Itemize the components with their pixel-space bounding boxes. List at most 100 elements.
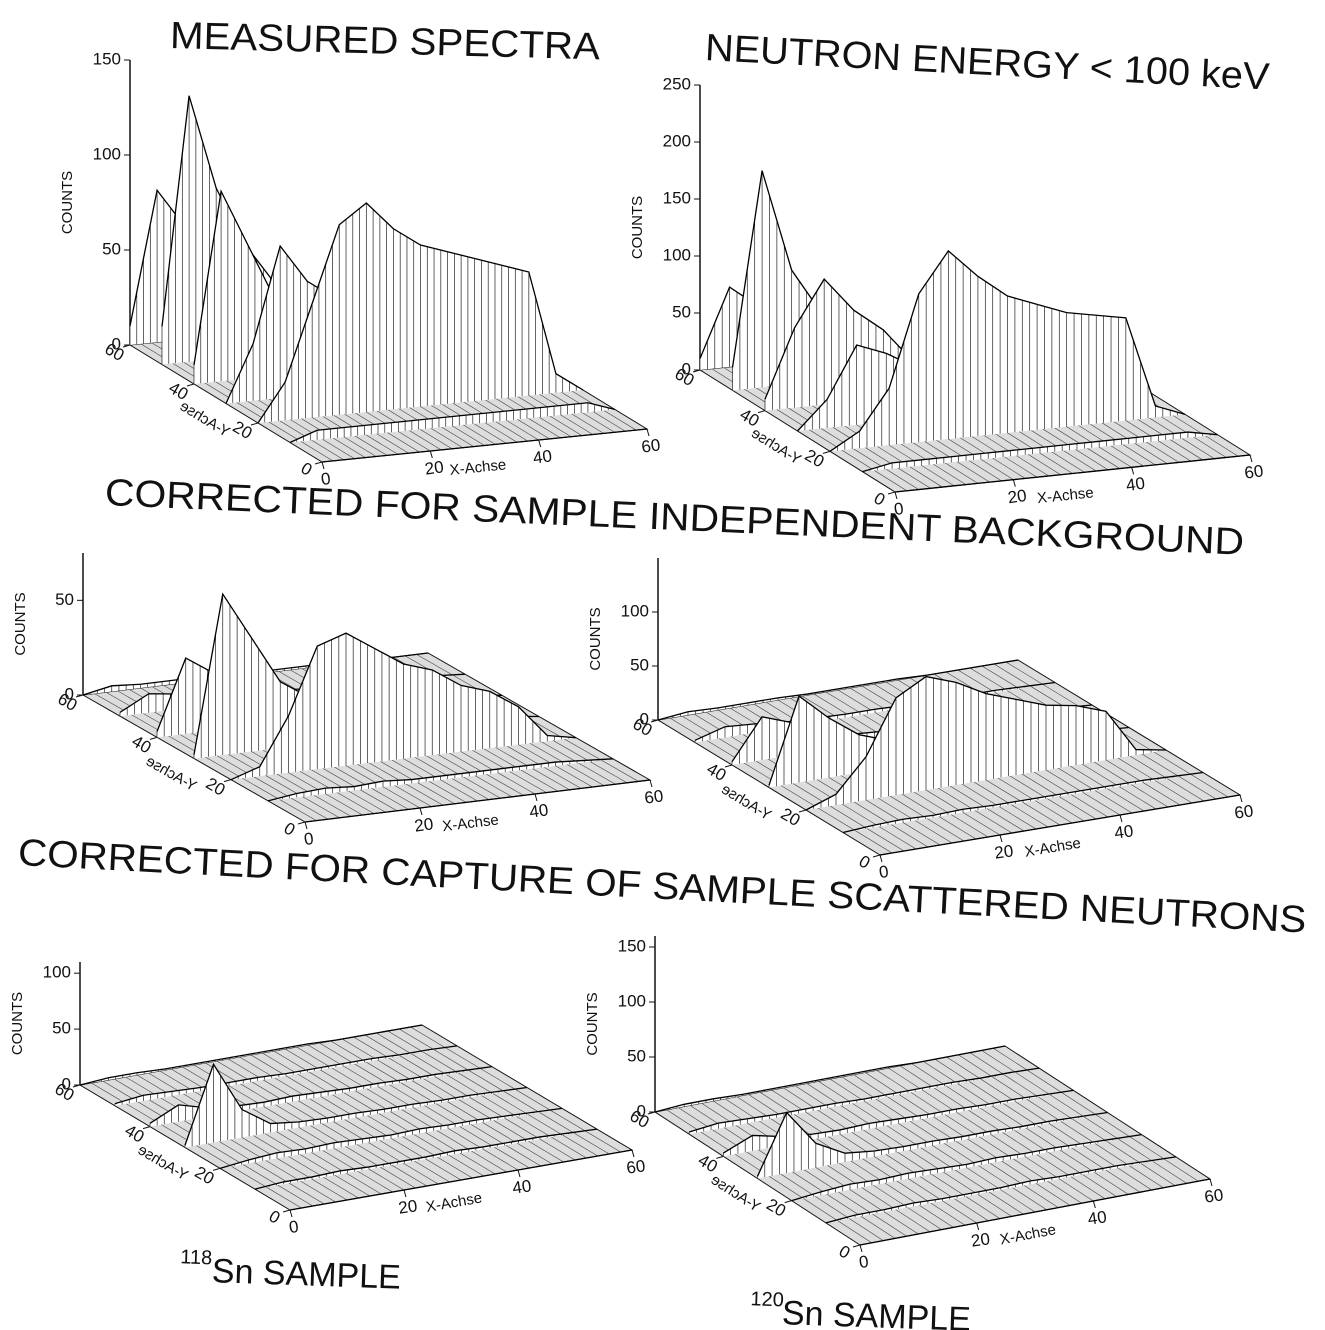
surface-row (257, 202, 584, 424)
x-tick (321, 461, 325, 470)
x-tick (646, 428, 650, 437)
surface-row (657, 659, 1019, 721)
x-axis-label: X-Achse (1023, 835, 1082, 861)
x-tick (631, 1149, 635, 1158)
z-tick-label: 0 (65, 684, 74, 703)
y-tick (692, 369, 701, 373)
x-axis-label: X-Achse (425, 1189, 484, 1216)
x-tick-label: 60 (643, 786, 664, 807)
surface-row (862, 431, 1218, 473)
y-tick-label: 60 (102, 339, 128, 365)
y-tick (716, 1155, 724, 1159)
z-tick-label: 200 (663, 131, 691, 150)
base-hatch (239, 1056, 450, 1183)
z-tick-label: 100 (43, 963, 71, 982)
y-tick-label: 20 (230, 417, 256, 443)
x-tick-label: 60 (625, 1156, 646, 1177)
mass-number: 118 (180, 1246, 213, 1269)
x-tick (1239, 794, 1243, 803)
y-axis-label: Y-Achse (143, 753, 199, 795)
surface-panel: 050100150200250COUNTS0204060X-Achse02040… (629, 74, 1265, 519)
y-tick (872, 854, 881, 858)
y-tick-label: 20 (778, 804, 804, 830)
z-tick-label: 150 (93, 49, 121, 68)
x-tick-label: 0 (303, 829, 315, 849)
y-tick (822, 450, 831, 454)
x-tick (1092, 1200, 1096, 1209)
x-tick (976, 1222, 980, 1231)
x-tick (894, 491, 898, 500)
x-tick (517, 1169, 521, 1178)
y-tick (757, 410, 766, 414)
x-axis-label: X-Achse (449, 456, 507, 479)
surface-row (254, 1128, 598, 1190)
base-hatch (864, 1072, 1071, 1206)
x-tick (534, 793, 538, 802)
y-axis-label: Y-Achse (708, 1171, 764, 1215)
y-tick (314, 461, 323, 465)
y-tick-label: 60 (627, 1106, 653, 1132)
x-tick (649, 779, 653, 788)
z-axis-label: COUNTS (629, 196, 646, 259)
surface-row (859, 1178, 1211, 1246)
y-tick (647, 1111, 656, 1115)
y-tick (122, 344, 131, 348)
x-tick-label: 0 (893, 499, 905, 519)
base-hatch (748, 1094, 954, 1228)
mass-number: 120 (750, 1288, 784, 1311)
base-hatch (342, 1038, 553, 1165)
base-hatch (783, 1087, 989, 1222)
y-axis-label: Y-Achse (718, 781, 774, 824)
x-tick-label: 20 (424, 457, 445, 478)
x-axis-label: X-Achse (441, 811, 499, 835)
z-tick-label: 100 (618, 991, 646, 1010)
x-tick-label: 40 (511, 1176, 532, 1197)
y-tick (282, 1209, 291, 1213)
x-tick-label: 0 (320, 469, 332, 489)
base-hatch (228, 1058, 439, 1185)
surface-row (321, 428, 648, 463)
surface-row (184, 1062, 528, 1146)
heading: CORRECTED FOR CAPTURE OF SAMPLE SCATTERE… (17, 832, 1307, 941)
surface-row (756, 1111, 1108, 1177)
y-tick-label: 40 (704, 759, 730, 785)
surface-row (694, 681, 1056, 741)
x-tick-label: 40 (1087, 1207, 1108, 1228)
y-tick-label: 60 (630, 714, 656, 740)
z-axis-label: COUNTS (584, 992, 601, 1055)
heading: MEASURED SPECTRA (170, 15, 602, 68)
y-tick (186, 383, 195, 387)
x-tick-label: 60 (640, 435, 661, 456)
surface-row (825, 1156, 1176, 1224)
surface-row (894, 454, 1251, 493)
x-tick-label: 60 (1233, 801, 1254, 822)
y-tick (724, 764, 733, 768)
x-tick (1119, 814, 1123, 823)
y-tick-label: 20 (192, 1162, 218, 1188)
y-tick-label: 20 (802, 445, 828, 471)
y-tick (798, 809, 807, 813)
x-tick-label: 40 (1125, 474, 1146, 495)
surface-row (654, 1045, 1006, 1113)
surface-row (879, 794, 1241, 856)
y-tick (297, 821, 306, 825)
x-tick-label: 20 (970, 1229, 991, 1250)
z-tick-label: 50 (672, 302, 691, 321)
z-tick-label: 50 (55, 590, 74, 609)
z-tick-label: 50 (627, 1046, 646, 1065)
x-tick-label: 40 (532, 446, 553, 467)
z-axis-label: COUNTS (587, 607, 604, 670)
x-tick (1012, 479, 1016, 487)
y-tick (223, 779, 232, 783)
surface-row (304, 779, 651, 823)
y-tick (212, 1167, 221, 1171)
x-tick-label: 40 (1113, 821, 1134, 842)
y-tick (650, 719, 659, 723)
z-tick-label: 0 (682, 359, 691, 378)
sample-label: 120 Sn SAMPLE (750, 1288, 971, 1330)
x-tick (403, 1189, 407, 1198)
x-tick (1131, 467, 1135, 475)
